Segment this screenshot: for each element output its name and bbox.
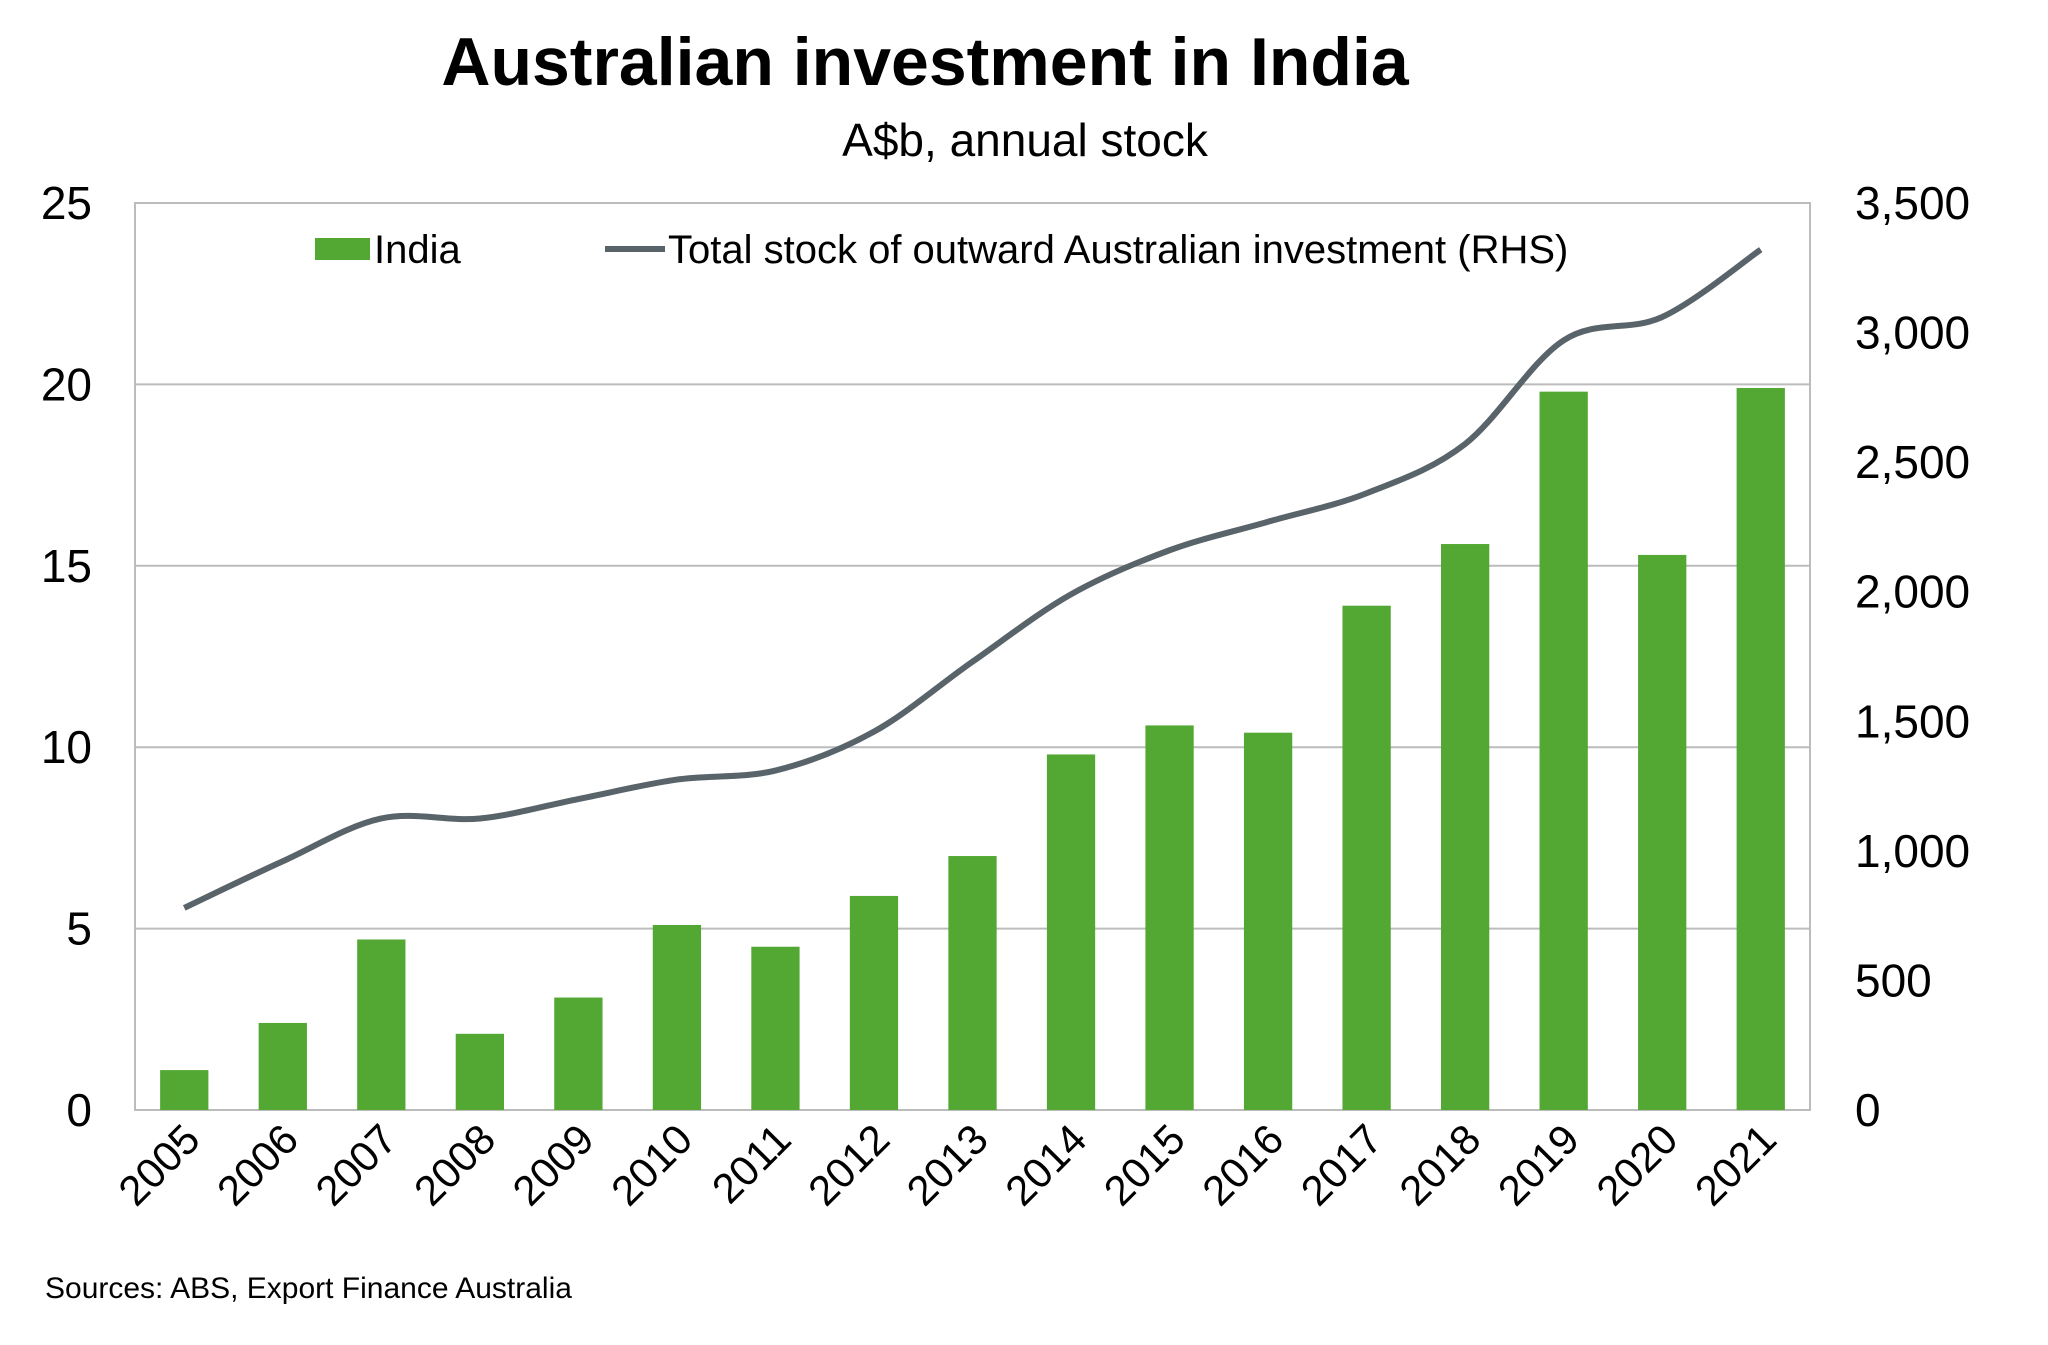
x-tick-label: 2018	[1390, 1115, 1489, 1214]
left-axis: 0 5 10 15 20 25	[41, 177, 92, 1136]
right-tick-label: 500	[1855, 954, 1932, 1006]
right-tick-label: 2,500	[1855, 436, 1970, 488]
bar-2014	[1046, 754, 1096, 1110]
left-tick-label: 20	[41, 358, 92, 410]
bar-2020	[1638, 554, 1687, 1110]
bar-2011	[751, 946, 800, 1110]
total-stock-line	[182, 247, 1763, 911]
x-tick-label: 2012	[799, 1115, 898, 1214]
left-tick-label: 10	[41, 721, 92, 773]
legend-label-india: India	[374, 228, 461, 272]
india-bars	[160, 388, 1785, 1110]
x-tick-label: 2011	[703, 1115, 800, 1212]
right-tick-label: 1,000	[1855, 825, 1970, 877]
x-tick-label: 2019	[1489, 1115, 1588, 1214]
x-axis: 2005 2006 2007 2008 2009 2010 2011 2012 2013 2014…	[109, 1115, 1785, 1214]
right-tick-label: 3,500	[1855, 177, 1970, 229]
right-tick-label: 3,000	[1855, 307, 1970, 359]
legend: India Total stock of outward Australian …	[315, 228, 1568, 272]
x-tick-label: 2020	[1587, 1115, 1686, 1214]
legend-swatch-india	[315, 238, 370, 260]
bar-2013	[948, 856, 997, 1110]
left-tick-label: 5	[66, 903, 92, 955]
x-tick-label: 2016	[1193, 1115, 1292, 1214]
bar-2006	[258, 1022, 307, 1110]
bar-2019	[1539, 391, 1588, 1110]
x-tick-label: 2006	[208, 1115, 307, 1214]
x-tick-label: 2013	[898, 1115, 997, 1214]
bar-2009	[554, 997, 603, 1110]
x-tick-label: 2005	[109, 1115, 208, 1214]
right-tick-label: 2,000	[1855, 566, 1970, 618]
chart-subtitle: A$b, annual stock	[842, 114, 1209, 166]
x-tick-label: 2008	[405, 1115, 504, 1214]
bar-2008	[455, 1033, 504, 1110]
left-tick-label: 25	[41, 177, 92, 229]
bar-2015	[1145, 725, 1194, 1110]
bar-2012	[849, 895, 899, 1110]
x-tick-label: 2014	[996, 1115, 1095, 1214]
bar-2010	[652, 924, 702, 1110]
right-tick-label: 0	[1855, 1084, 1881, 1136]
legend-label-total-stock: Total stock of outward Australian invest…	[668, 228, 1568, 272]
left-tick-label: 15	[41, 540, 92, 592]
x-tick-label: 2007	[306, 1115, 405, 1214]
bar-2016	[1243, 732, 1293, 1110]
x-tick-label: 2021	[1686, 1115, 1785, 1214]
chart-title: Australian investment in India	[441, 24, 1409, 100]
x-tick-label: 2015	[1095, 1115, 1194, 1214]
bar-2017	[1342, 605, 1391, 1110]
bar-2007	[357, 939, 406, 1110]
right-tick-label: 1,500	[1855, 695, 1970, 747]
left-tick-label: 0	[66, 1084, 92, 1136]
right-axis: 0 500 1,000 1,500 2,000 2,500 3,000 3,500	[1855, 177, 1970, 1136]
x-tick-label: 2009	[503, 1115, 602, 1214]
x-tick-label: 2017	[1292, 1115, 1391, 1214]
x-tick-label: 2010	[602, 1115, 701, 1214]
bar-2005	[160, 1070, 209, 1110]
source-note: Sources: ABS, Export Finance Australia	[45, 1272, 572, 1305]
bar-2021	[1736, 388, 1785, 1110]
bar-2018	[1441, 544, 1490, 1110]
